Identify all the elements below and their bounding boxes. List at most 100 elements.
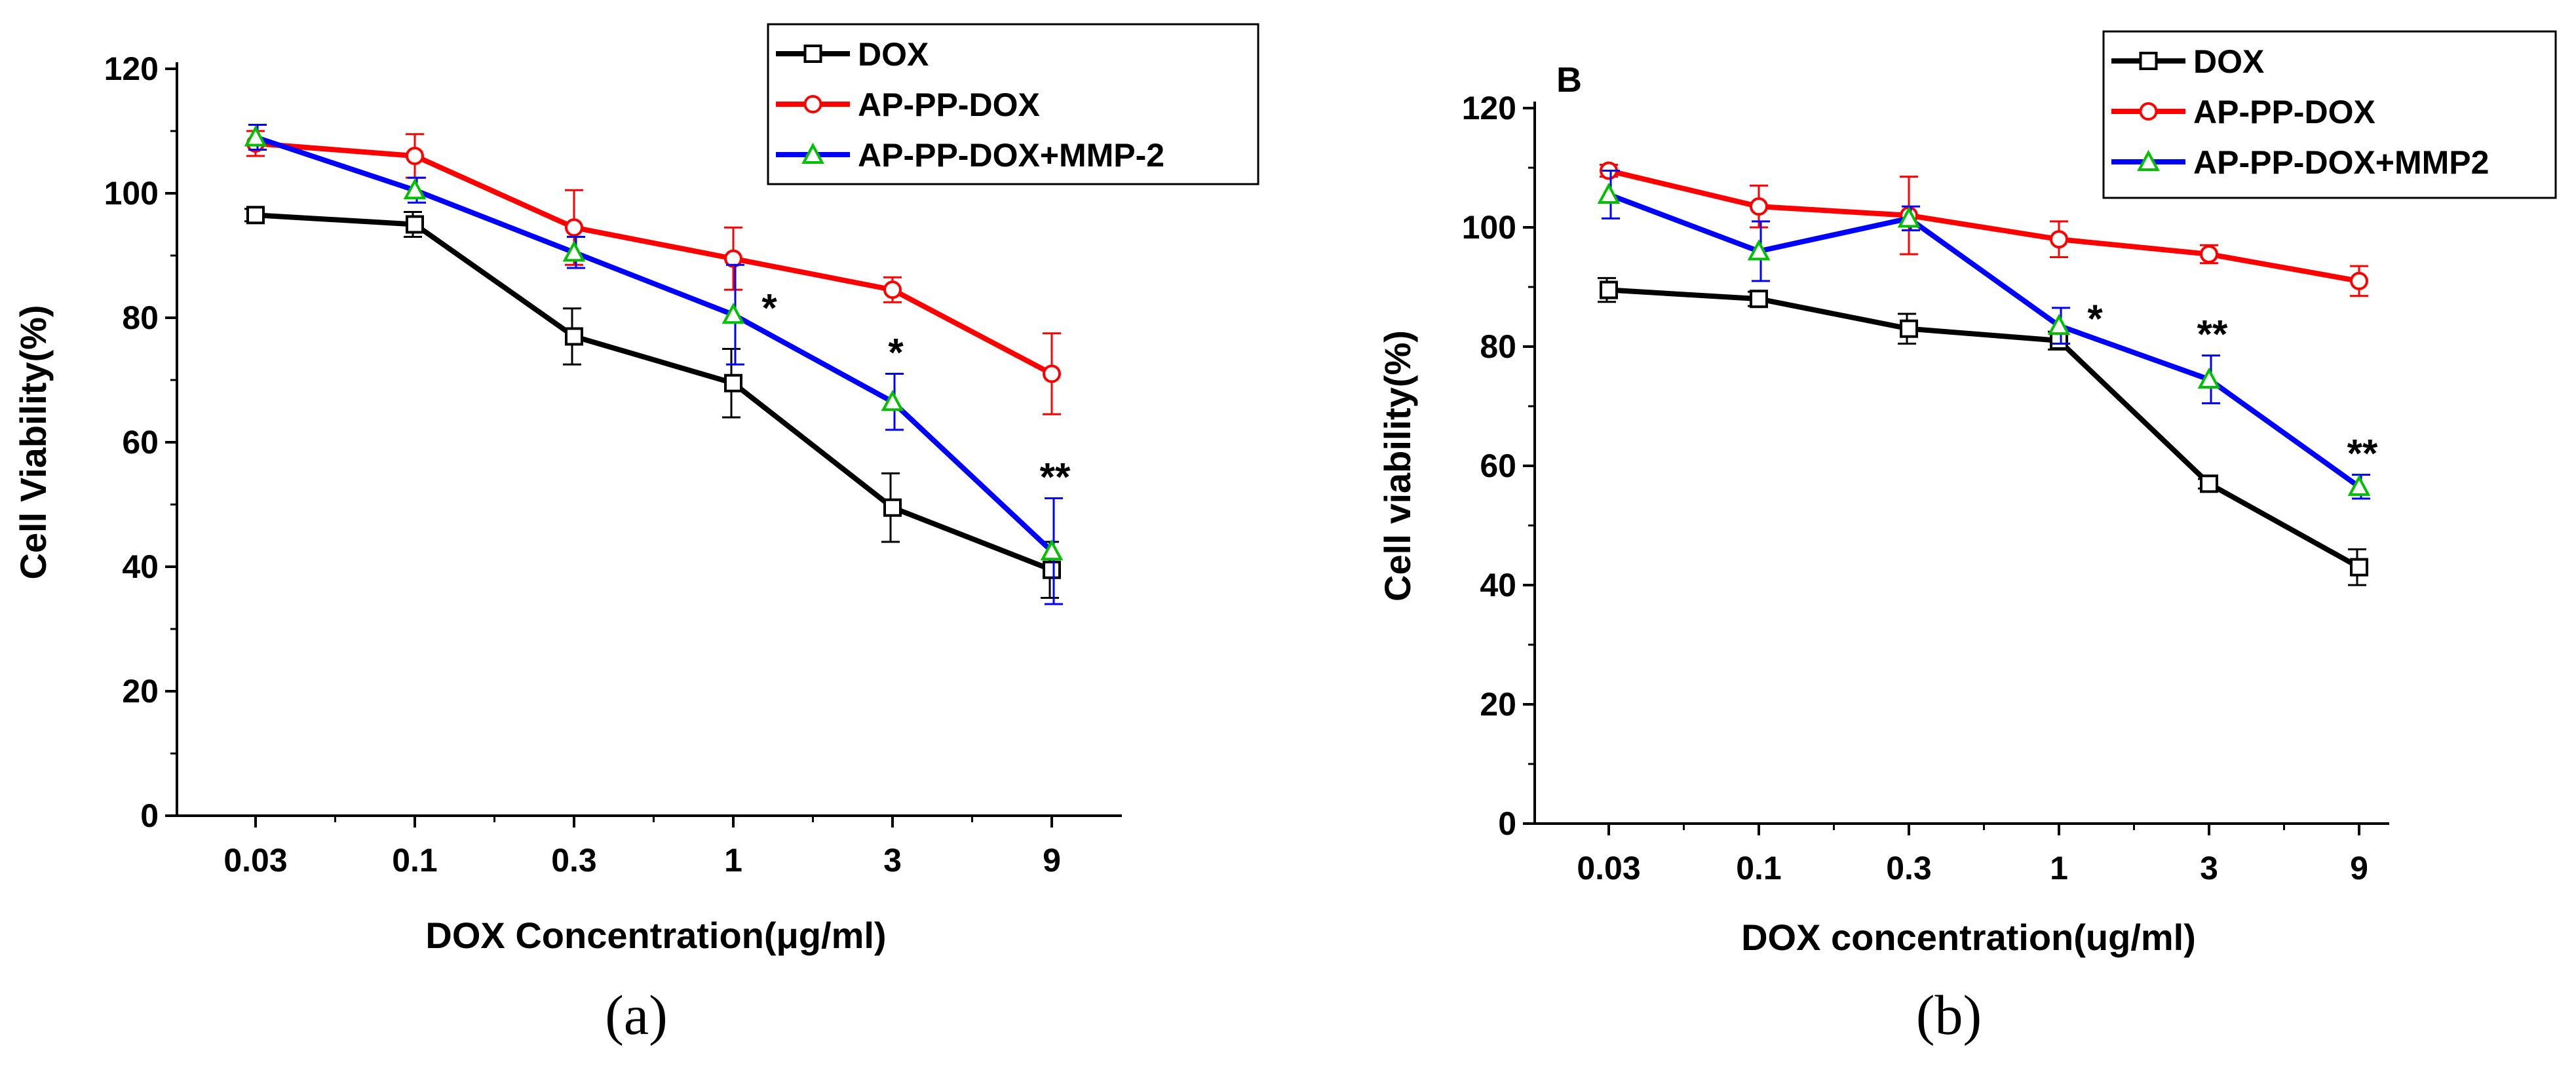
y-tick-label: 0	[140, 797, 159, 834]
y-tick-label: 20	[122, 673, 159, 710]
y-tick-label: 120	[104, 50, 159, 87]
y-axis-title: Cell viability(%)	[1377, 330, 1418, 601]
data-point	[406, 215, 424, 234]
data-point	[1040, 539, 1064, 561]
data-point	[724, 249, 742, 268]
x-tick-label: 0.3	[551, 842, 597, 879]
y-tick-label: 100	[104, 175, 159, 212]
significance-marker: *	[2087, 297, 2103, 341]
y-axis-title: Cell Viability(%)	[12, 305, 54, 579]
legend-swatch-marker	[801, 142, 824, 164]
series-3	[244, 124, 1064, 605]
data-point	[1900, 319, 1918, 338]
y-tick-label: 20	[1480, 686, 1516, 723]
panel-caption: (a)	[605, 983, 667, 1046]
legend-label: AP-PP-DOX	[858, 86, 1040, 123]
series-line	[255, 141, 1053, 377]
data-point	[883, 280, 902, 299]
legend-swatch-marker	[2139, 102, 2158, 121]
series-2	[246, 130, 1061, 415]
y-tick-label: 0	[1498, 805, 1516, 842]
y-tick-label: 100	[1462, 209, 1516, 246]
series-line	[1608, 287, 2360, 570]
data-point	[565, 218, 583, 237]
data-point	[2200, 474, 2218, 493]
x-tick-label: 9	[1043, 842, 1061, 879]
x-tick-label: 1	[724, 842, 742, 879]
series-1	[1598, 276, 2368, 586]
data-point	[562, 240, 586, 262]
x-tick-label: 3	[883, 842, 902, 879]
legend: DOX AP-PP-DOX AP-PP-DOX+MMP2	[2102, 30, 2557, 199]
data-point	[1747, 239, 1771, 261]
data-point	[1043, 560, 1061, 579]
series-line	[255, 212, 1053, 573]
y-tick-label: 60	[122, 424, 159, 461]
x-axis-title: DOX Concentration(μg/ml)	[425, 915, 886, 956]
data-point	[403, 178, 427, 200]
chart-panel-1: 0 20 40 60 80 100 120 0.03 0.1 0.3 1 3 9 DOX Concentr…	[12, 23, 1259, 1046]
data-point	[2050, 230, 2068, 249]
x-tick-label: 0.3	[1886, 850, 1932, 886]
y-tick-label: 80	[122, 299, 159, 336]
legend-label: AP-PP-DOX+MMP-2	[858, 137, 1164, 174]
data-point	[406, 147, 424, 165]
x-tick-label: 0.1	[1736, 850, 1782, 886]
series-line	[1607, 192, 2361, 489]
x-tick-label: 3	[2200, 850, 2218, 886]
data-point	[2050, 331, 2068, 350]
panel-letter: B	[1556, 60, 1582, 100]
significance-marker: **	[1040, 455, 1071, 499]
significance-marker: **	[2347, 432, 2378, 476]
y-tick-label: 40	[122, 548, 159, 585]
legend-label: DOX	[858, 36, 929, 73]
x-tick-label: 1	[2050, 850, 2068, 886]
series-line	[1608, 168, 2360, 284]
legend-label: DOX	[2193, 43, 2264, 80]
data-point	[2197, 367, 2221, 389]
y-tick-label: 120	[1462, 90, 1516, 126]
data-point	[2347, 474, 2371, 496]
series-3	[1597, 170, 2371, 500]
series-line	[254, 134, 1054, 554]
legend-label: AP-PP-DOX	[2193, 94, 2375, 130]
y-tick-label: 60	[1480, 447, 1516, 484]
significance-marker: *	[761, 286, 777, 330]
data-point	[724, 373, 742, 392]
data-point	[565, 327, 583, 346]
data-point	[2350, 558, 2368, 577]
x-tick-label: 0.03	[223, 842, 287, 879]
x-tick-label: 9	[2350, 850, 2368, 886]
data-point	[1600, 280, 1618, 299]
data-point	[1043, 364, 1061, 383]
series-1	[244, 206, 1061, 599]
chart-panel-2: 0 20 40 60 80 100 120 0.03 0.1 0.3 1 3 9 DOX concentr…	[1377, 30, 2557, 1046]
y-tick-label: 40	[1480, 567, 1516, 603]
data-point	[883, 498, 902, 517]
legend: DOX AP-PP-DOX AP-PP-DOX+MMP-2	[767, 23, 1259, 185]
x-tick-label: 0.1	[392, 842, 438, 879]
significance-marker: *	[888, 331, 904, 375]
data-point	[244, 125, 267, 147]
data-point	[721, 303, 745, 324]
data-point	[1897, 206, 1921, 228]
data-point	[1597, 182, 1621, 204]
legend-swatch-marker	[2137, 149, 2160, 171]
y-tick-label: 80	[1480, 328, 1516, 365]
legend-swatch-marker	[803, 95, 822, 113]
data-point	[2047, 313, 2071, 335]
legend-label: AP-PP-DOX+MMP2	[2193, 144, 2489, 181]
data-point	[881, 390, 904, 411]
data-point	[2350, 271, 2368, 290]
data-point	[1750, 197, 1768, 216]
data-point	[246, 206, 265, 225]
legend-swatch-marker	[803, 45, 822, 63]
data-point	[2200, 244, 2218, 263]
x-tick-label: 0.03	[1577, 850, 1640, 886]
data-point	[1750, 290, 1768, 309]
panel-caption: (b)	[1916, 983, 1982, 1046]
significance-marker: **	[2197, 313, 2228, 356]
legend-swatch-marker	[2139, 52, 2158, 70]
x-axis-title: DOX concentration(ug/ml)	[1741, 917, 2196, 958]
